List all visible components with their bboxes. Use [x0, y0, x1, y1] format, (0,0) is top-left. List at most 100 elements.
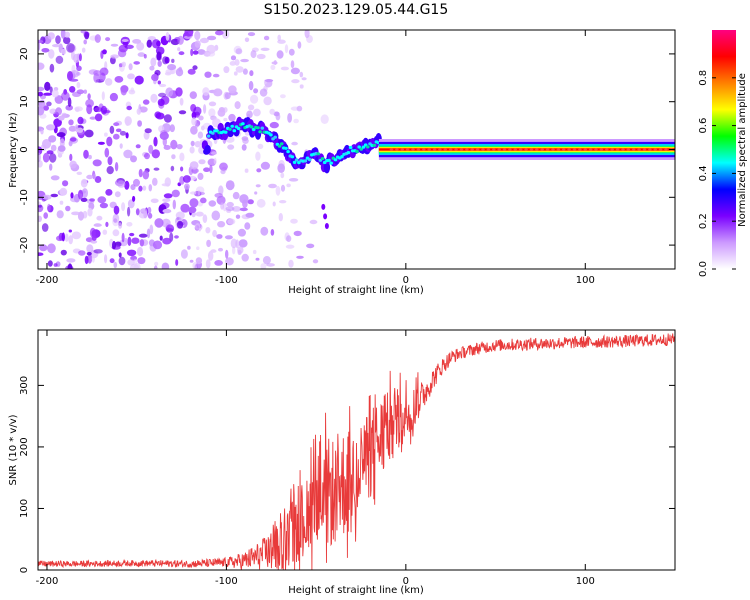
spectrogram-noise-blob	[212, 73, 220, 78]
spectrogram-noise-blob	[136, 42, 145, 51]
spectrogram-noise-blob	[218, 247, 223, 252]
spectrogram-noise-blob	[84, 129, 94, 138]
spectrogram-noise-blob	[57, 145, 66, 152]
spectrogram-noise-blob	[306, 243, 315, 249]
y-tick-label: 300	[19, 376, 30, 395]
spectrogram-noise-blob	[49, 63, 55, 73]
spectrogram-noise-blob	[68, 125, 77, 132]
spectrogram-noise-blob	[182, 175, 191, 183]
y-tick-label: -20	[19, 237, 30, 253]
spectrogram-noise-blob	[137, 257, 146, 265]
spectrogram-noise-blob	[248, 80, 254, 91]
spectrogram-noise-blob	[291, 79, 300, 84]
spectrogram-ridge-core	[269, 133, 273, 137]
spectrogram-noise-blob	[197, 131, 204, 139]
spectrogram-noise-blob	[38, 201, 41, 206]
spectrogram-carrier-peak	[648, 148, 652, 151]
spectrogram-noise-blob	[157, 60, 162, 67]
spectrogram-noise-blob	[66, 43, 75, 53]
spectrogram-noise-blob	[206, 239, 212, 248]
spectrogram-noise-blob	[89, 116, 97, 120]
spectrogram-ridge-core	[228, 127, 232, 131]
spectrogram-noise-blob	[105, 221, 109, 227]
spectrogram-noise-blob	[202, 214, 208, 224]
x-tick-label: 100	[576, 275, 595, 286]
spectrogram-marks	[38, 30, 675, 269]
spectrogram-noise-blob	[84, 255, 89, 265]
spectrogram-carrier-peak	[535, 148, 539, 151]
spectrogram-noise-blob	[208, 108, 216, 118]
spectrogram-noise-blob	[138, 233, 148, 238]
spectrogram-ridge-core	[346, 151, 351, 155]
spectrogram-noise-blob	[196, 246, 200, 250]
y-tick-label: 100	[19, 499, 30, 518]
spectrogram-ridge-core	[333, 158, 338, 162]
spectrogram-noise-blob	[208, 200, 217, 207]
spectrogram-noise-blob	[48, 49, 55, 59]
snr-x-label: Height of straight line (km)	[288, 585, 424, 596]
spectrogram-carrier-peak	[438, 148, 442, 151]
spectrogram-noise-blob	[284, 44, 289, 54]
spectrogram-noise-blob	[112, 217, 120, 227]
spectrogram-carrier-peak	[578, 148, 582, 151]
spectrogram-noise-blob	[169, 124, 175, 133]
spectrogram-y-ticks: -20 -10 0 10 20	[19, 48, 675, 253]
spectrogram-noise-blob	[163, 193, 173, 199]
spectrogram-ridge-core	[361, 145, 366, 149]
spectrogram-noise-blob	[233, 71, 238, 76]
spectrogram-carrier-peak	[599, 148, 604, 151]
spectrogram-noise-blob	[227, 218, 236, 225]
spectrogram-noise-blob	[291, 141, 298, 146]
spectrogram-noise-blob	[69, 137, 77, 142]
y-tick-label: 0	[19, 567, 30, 573]
spectrogram-noise-blob	[213, 157, 217, 165]
spectrogram-noise-blob	[77, 116, 84, 125]
spectrogram-carrier-peak	[465, 148, 469, 151]
spectrogram-noise-blob	[241, 253, 249, 262]
spectrogram-noise-blob	[165, 224, 175, 233]
spectrogram-noise-blob	[72, 91, 81, 97]
spectrogram-noise-blob	[120, 85, 129, 93]
spectrogram-noise-blob	[39, 244, 48, 252]
spectrogram-x-label: Height of straight line (km)	[288, 285, 424, 296]
spectrogram-noise-blob	[132, 39, 142, 44]
spectrogram-noise-blob	[131, 237, 140, 244]
spectrogram-noise-blob	[178, 51, 185, 56]
spectrogram-noise-blob	[154, 218, 164, 228]
snr-series-line	[38, 333, 675, 570]
spectrogram-noise-blob	[38, 91, 43, 97]
spectrogram-noise-blob	[172, 199, 176, 210]
spectrogram-noise-blob	[207, 35, 217, 41]
spectrogram-noise-blob	[160, 130, 168, 136]
spectrogram-noise-blob	[290, 60, 295, 69]
spectrogram-carrier-peak	[395, 148, 399, 151]
spectrogram-noise-blob	[225, 136, 235, 143]
spectrogram-noise-blob	[142, 170, 150, 180]
spectrogram-noise-blob	[297, 41, 302, 49]
spectrogram-noise-blob	[239, 207, 248, 212]
spectrogram-noise-blob	[194, 123, 199, 128]
spectrogram-ridge-core	[372, 143, 377, 147]
spectrogram-noise-blob	[198, 115, 204, 121]
spectrogram-noise-blob	[38, 204, 42, 208]
spectrogram-noise-blob	[205, 259, 211, 269]
spectrogram-noise-blob	[136, 108, 141, 115]
spectrogram-noise-blob	[137, 120, 143, 127]
spectrogram-noise-blob	[106, 166, 114, 175]
spectrogram-noise-blob	[109, 125, 115, 134]
spectrogram-noise-blob	[268, 183, 277, 189]
spectrogram-carrier-peak	[470, 148, 475, 151]
spectrogram-noise-blob	[235, 214, 241, 219]
spectrogram-carrier-peak	[572, 148, 577, 151]
y-tick-label: 20	[19, 48, 30, 61]
spectrogram-noise-blob	[250, 94, 259, 104]
x-tick-label: -200	[36, 275, 59, 286]
spectrogram-noise-blob	[275, 113, 281, 121]
spectrogram-noise-blob	[280, 172, 285, 179]
spectrogram-noise-blob	[68, 229, 73, 233]
spectrogram-noise-blob	[179, 97, 184, 106]
spectrogram-noise-blob	[71, 211, 81, 216]
spectrogram-noise-blob	[113, 205, 120, 215]
spectrogram-noise-blob	[56, 210, 64, 219]
